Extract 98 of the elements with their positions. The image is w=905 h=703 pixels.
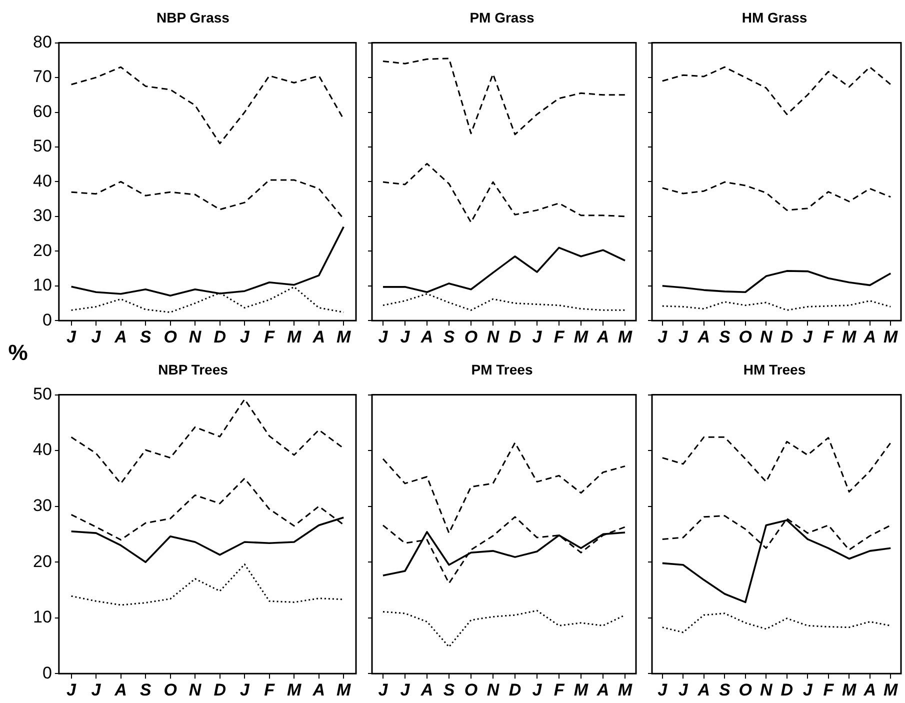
y-tick-label: 0 [42,663,52,682]
x-tick-label: M [336,327,352,346]
chart-title: PM Trees [471,361,533,378]
y-tick-label: 50 [32,384,52,404]
y-tick-label: 40 [32,440,52,460]
x-tick-label: A [312,680,326,700]
x-tick-label: S [443,327,456,346]
x-tick-label: F [264,327,276,346]
x-tick-label: N [188,327,202,346]
y-tick-label: 0 [42,310,52,330]
x-tick-label: M [884,680,899,700]
chart-title: PM Grass [470,9,535,26]
x-tick-label: S [718,680,731,700]
x-tick-label: M [574,327,589,346]
x-tick-label: M [287,327,302,346]
x-tick-label: J [532,680,542,700]
x-tick-label: J [802,680,813,700]
x-tick-label: O [464,327,478,346]
x-tick-label: M [842,680,858,700]
x-tick-label: S [140,680,152,700]
x-tick-label: A [420,680,434,700]
x-tick-label: M [618,680,633,700]
chart-title: NBP Grass [156,9,230,26]
y-tick-label: 50 [32,136,52,156]
x-tick-label: D [508,680,522,700]
x-tick-label: M [842,327,858,346]
x-tick-label: M [287,680,302,700]
x-tick-label: F [554,680,565,700]
x-tick-label: A [312,327,326,346]
x-tick-label: N [188,680,202,700]
x-tick-label: F [264,680,276,700]
y-tick-label: 70 [32,67,52,86]
y-tick-label: 20 [32,552,52,571]
x-tick-label: O [738,680,752,700]
x-tick-label: J [240,680,250,700]
y-tick-label: 10 [32,608,52,627]
x-tick-label: F [823,327,834,346]
y-tick-label: 80 [32,32,52,52]
x-tick-label: J [658,327,668,346]
x-tick-label: A [596,680,610,700]
y-tick-label: 40 [32,171,52,190]
x-tick-label: N [486,680,500,700]
x-tick-label: D [508,327,522,346]
x-tick-label: A [862,327,876,346]
x-tick-label: J [91,327,102,346]
x-tick-label: O [164,327,177,346]
x-tick-label: A [114,680,127,700]
x-tick-label: M [336,680,352,700]
y-axis-title: % [7,340,29,366]
x-tick-label: J [66,327,77,346]
x-tick-label: S [443,680,456,700]
line-series [70,564,344,606]
x-tick-label: J [678,327,688,346]
x-tick-label: J [678,680,688,700]
chart-title: HM Trees [743,361,806,378]
chart-title: HM Grass [742,9,808,26]
x-tick-label: J [91,680,102,700]
x-tick-label: J [400,327,410,346]
x-tick-label: S [718,327,731,346]
x-tick-label: D [214,327,226,346]
line-series [70,398,344,484]
y-tick-label: 10 [32,276,52,295]
x-tick-label: O [164,680,177,700]
x-tick-label: N [760,327,773,346]
x-tick-label: N [486,327,500,346]
x-tick-label: D [780,680,794,700]
x-tick-label: D [214,680,226,700]
y-tick-label: 20 [32,240,52,260]
y-tick-label: 30 [32,206,52,226]
line-series [70,66,344,144]
chart-title: NBP Trees [158,361,228,378]
x-tick-label: F [554,327,565,346]
x-tick-label: A [420,327,434,346]
x-tick-label: S [140,327,152,346]
y-tick-label: 30 [32,496,52,516]
line-series [70,179,344,220]
x-tick-label: J [532,327,542,346]
x-tick-label: F [823,680,834,700]
x-tick-label: J [240,327,250,346]
x-tick-label: A [596,327,610,346]
x-tick-label: J [658,680,668,700]
x-tick-label: J [66,680,77,700]
x-tick-label: A [696,327,710,346]
x-tick-label: A [696,680,710,700]
x-tick-label: M [618,327,633,346]
x-tick-label: J [378,680,388,700]
x-tick-label: A [114,327,127,346]
x-tick-label: J [802,327,813,346]
y-tick-label: 60 [32,102,52,121]
x-tick-label: A [862,680,876,700]
x-tick-label: N [760,680,773,700]
x-tick-label: M [884,327,899,346]
x-tick-label: M [574,680,589,700]
x-tick-label: D [780,327,794,346]
x-tick-label: J [378,327,388,346]
x-tick-label: J [400,680,410,700]
x-tick-label: O [464,680,478,700]
x-tick-label: O [738,327,752,346]
